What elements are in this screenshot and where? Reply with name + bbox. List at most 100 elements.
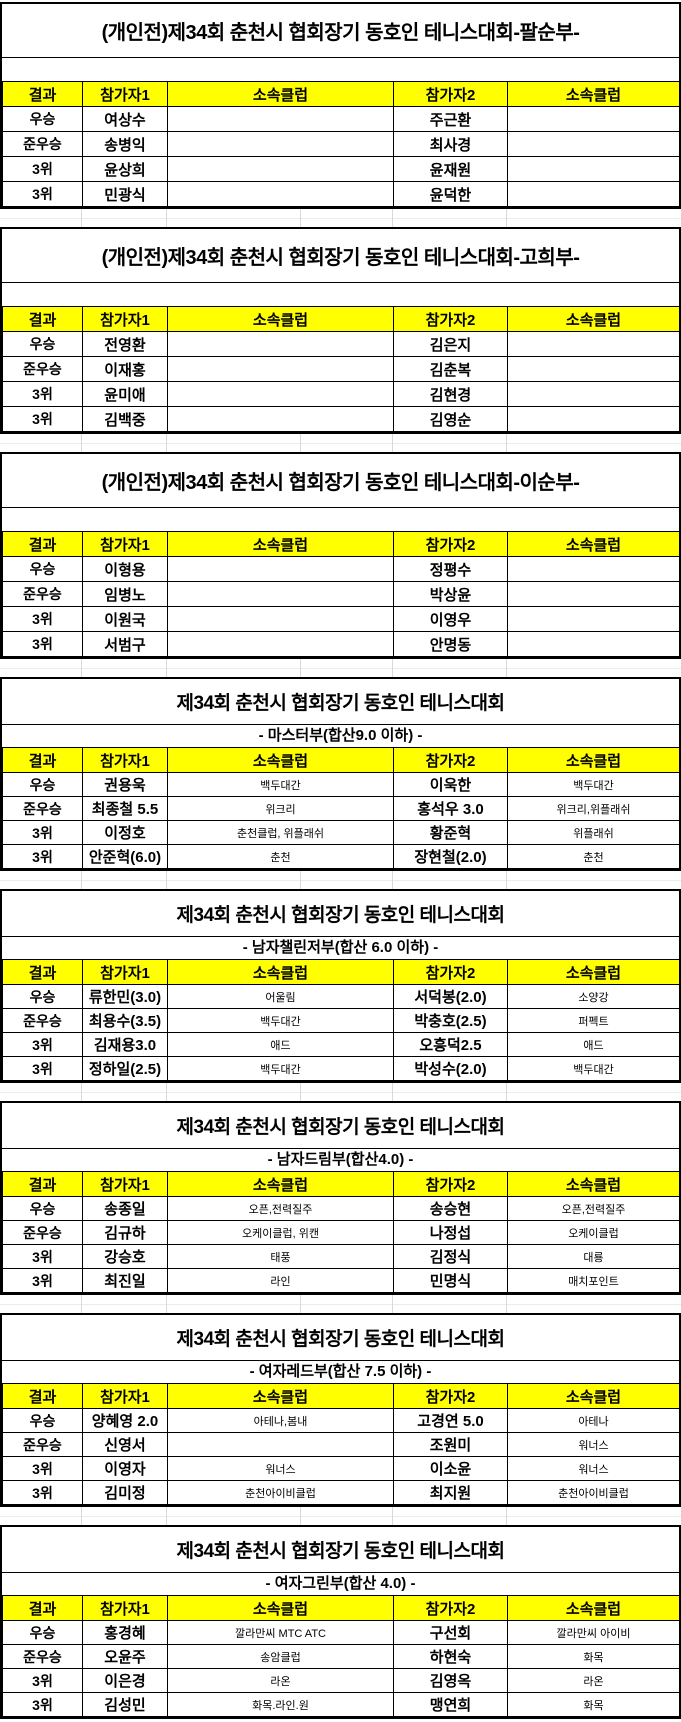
participant1-cell: 안준혁(6.0): [82, 844, 168, 869]
club1-cell: 워너스: [167, 1456, 394, 1481]
club1-cell: 춘천아이비클럽: [167, 1480, 394, 1505]
table-row: 3위 김미정 춘천아이비클럽 최지원 춘천아이비클럽: [2, 1480, 680, 1505]
table-row: 3위 이영자 워너스 이소윤 워너스: [2, 1456, 680, 1481]
participant1-cell: 여상수: [82, 106, 168, 132]
club2-cell: 라온: [507, 1668, 680, 1693]
table-row: 우승 홍경혜 깔라만씨 MTC ATC 구선회 깔라만씨 아이비: [2, 1620, 680, 1645]
club2-cell: 춘천: [507, 844, 680, 869]
table-row: 우승 양혜영 2.0 아테나,봄내 고경연 5.0 아테나: [2, 1408, 680, 1433]
participant2-cell: 나정섭: [393, 1220, 508, 1245]
participant1-cell: 윤상희: [82, 156, 168, 182]
club1-cell: [167, 331, 394, 357]
result-cell: 3위: [2, 1480, 83, 1505]
participant2-cell: 김춘복: [393, 356, 508, 382]
table-row: 준우승 최용수(3.5) 백두대간 박충호(2.5) 퍼펙트: [2, 1008, 680, 1033]
result-cell: 우승: [2, 772, 83, 797]
result-cell: 3위: [2, 181, 83, 207]
section-isunbu: (개인전)제34회 춘천시 협회장기 동호인 테니스대회-이순부- 결과 참가자…: [0, 452, 681, 659]
club1-cell: [167, 181, 394, 207]
col-participant1: 참가자1: [82, 531, 168, 557]
col-club1: 소속클럽: [167, 1171, 394, 1197]
blank-row: [2, 58, 679, 81]
club2-cell: [507, 631, 680, 657]
result-cell: 준우승: [2, 1220, 83, 1245]
table-row: 3위 안준혁(6.0) 춘천 장현철(2.0) 춘천: [2, 844, 680, 869]
section-women-green: 제34회 춘천시 협회장기 동호인 테니스대회 - 여자그린부(합산 4.0) …: [0, 1525, 681, 1719]
participant1-cell: 민광식: [82, 181, 168, 207]
participant1-cell: 김규하: [82, 1220, 168, 1245]
table-row: 3위 정하일(2.5) 백두대간 박성수(2.0) 백두대간: [2, 1056, 680, 1081]
club1-cell: [167, 156, 394, 182]
club2-cell: 매치포인트: [507, 1268, 680, 1293]
section-subtitle: - 남자드림부(합산4.0) -: [267, 1151, 414, 1168]
result-cell: 3위: [2, 606, 83, 632]
club2-cell: [507, 556, 680, 582]
participant1-cell: 송병익: [82, 131, 168, 157]
club2-cell: 퍼펙트: [507, 1008, 680, 1033]
col-club2: 소속클럽: [507, 1595, 680, 1621]
section-subtitle: - 마스터부(합산9.0 이하) -: [258, 727, 423, 744]
club1-cell: 태풍: [167, 1244, 394, 1269]
participant2-cell: 김영옥: [393, 1668, 508, 1693]
table-row: 우승 류한민(3.0) 어울림 서덕봉(2.0) 소양강: [2, 984, 680, 1009]
result-cell: 준우승: [2, 1008, 83, 1033]
table-row: 3위 김재용3.0 애드 오흥덕2.5 애드: [2, 1032, 680, 1057]
col-club2: 소속클럽: [507, 306, 680, 332]
participant1-cell: 최용수(3.5): [82, 1008, 168, 1033]
club1-cell: 춘천: [167, 844, 394, 869]
participant2-cell: 김정식: [393, 1244, 508, 1269]
table-row: 우승 송종일 오픈,전력질주 송승현 오픈,전력질주: [2, 1196, 680, 1221]
club2-cell: 워너스: [507, 1456, 680, 1481]
col-club1: 소속클럽: [167, 81, 394, 107]
result-cell: 준우승: [2, 1432, 83, 1457]
col-participant2: 참가자2: [393, 306, 508, 332]
club1-cell: [167, 581, 394, 607]
participant1-cell: 최종철 5.5: [82, 796, 168, 821]
section-men-dream: 제34회 춘천시 협회장기 동호인 테니스대회 - 남자드림부(합산4.0) -…: [0, 1101, 681, 1295]
col-club2: 소속클럽: [507, 1171, 680, 1197]
results-table: 결과 참가자1 소속클럽 참가자2 소속클럽 우승 이형용 정평수 준우승 임병노 박상…: [2, 531, 680, 657]
col-participant2: 참가자2: [393, 959, 508, 985]
club1-cell: 오픈,전력질주: [167, 1196, 394, 1221]
participant1-cell: 양혜영 2.0: [82, 1408, 168, 1433]
club2-cell: [507, 581, 680, 607]
participant1-cell: 정하일(2.5): [82, 1056, 168, 1081]
participant1-cell: 홍경혜: [82, 1620, 168, 1645]
header-row: 결과 참가자1 소속클럽 참가자2 소속클럽: [2, 959, 680, 985]
club2-cell: 백두대간: [507, 772, 680, 797]
participant2-cell: 김현경: [393, 381, 508, 407]
club2-cell: 오픈,전력질주: [507, 1196, 680, 1221]
result-cell: 우승: [2, 984, 83, 1009]
col-result: 결과: [2, 1171, 83, 1197]
participant2-cell: 윤덕한: [393, 181, 508, 207]
participant1-cell: 이은경: [82, 1668, 168, 1693]
participant2-cell: 이욱한: [393, 772, 508, 797]
table-row: 준우승 오윤주 송암클럽 하현숙 화목: [2, 1644, 680, 1669]
club2-cell: 백두대간: [507, 1056, 680, 1081]
club1-cell: 애드: [167, 1032, 394, 1057]
club2-cell: 애드: [507, 1032, 680, 1057]
section-title: (개인전)제34회 춘천시 협회장기 동호인 테니스대회-이순부-: [2, 454, 679, 508]
participant2-cell: 안명동: [393, 631, 508, 657]
col-club1: 소속클럽: [167, 306, 394, 332]
sheet-gap: [0, 209, 681, 227]
section-men-challenger: 제34회 춘천시 협회장기 동호인 테니스대회 - 남자챌린저부(합산 6.0 …: [0, 889, 681, 1083]
table-row: 3위 강승호 태풍 김정식 대룡: [2, 1244, 680, 1269]
table-row: 3위 이은경 라온 김영옥 라온: [2, 1668, 680, 1693]
result-cell: 3위: [2, 1056, 83, 1081]
participant2-cell: 황준혁: [393, 820, 508, 845]
col-club2: 소속클럽: [507, 959, 680, 985]
result-cell: 3위: [2, 1032, 83, 1057]
section-title: (개인전)제34회 춘천시 협회장기 동호인 테니스대회-팔순부-: [2, 4, 679, 58]
results-table: 결과 참가자1 소속클럽 참가자2 소속클럽 우승 전영환 김은지 준우승 이재홍 김춘…: [2, 306, 680, 432]
col-result: 결과: [2, 306, 83, 332]
participant1-cell: 전영환: [82, 331, 168, 357]
participant1-cell: 류한민(3.0): [82, 984, 168, 1009]
club2-cell: 춘천아이비클럽: [507, 1480, 680, 1505]
col-club2: 소속클럽: [507, 1383, 680, 1409]
table-row: 준우승 임병노 박상윤: [2, 581, 680, 607]
participant2-cell: 오흥덕2.5: [393, 1032, 508, 1057]
result-cell: 준우승: [2, 356, 83, 382]
table-row: 3위 서범구 안명동: [2, 631, 680, 657]
col-club1: 소속클럽: [167, 747, 394, 773]
